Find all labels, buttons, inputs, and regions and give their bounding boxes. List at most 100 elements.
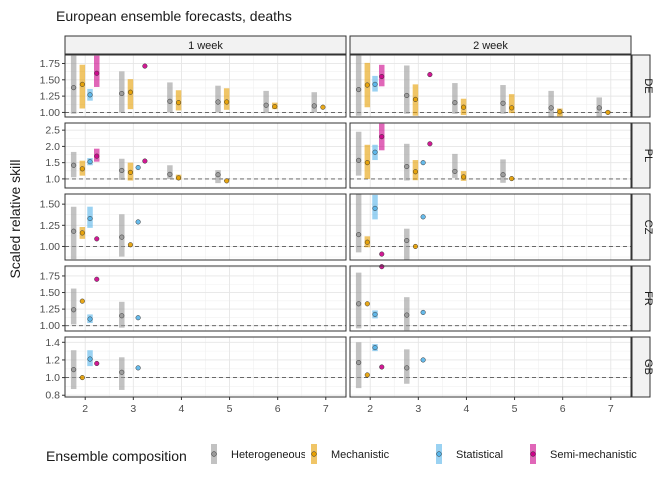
facet-panels: 1 week 2 weekDE1.001.251.501.75PL1.01.52.…: [40, 35, 654, 415]
median-point-heterogeneous: [119, 313, 125, 319]
median-point-heterogeneous: [167, 171, 173, 177]
median-point-heterogeneous: [452, 100, 458, 106]
facet-row-label: FR: [642, 291, 654, 306]
legend: Ensemble composition Heterogeneous Mechan…: [46, 442, 637, 466]
y-tick-label: 1.0: [45, 173, 60, 185]
median-point-heterogeneous: [119, 234, 125, 240]
facet-strip-pl: [631, 122, 651, 189]
y-tick-label: 1.00: [40, 241, 61, 253]
median-point-heterogeneous: [167, 98, 173, 104]
y-tick-label: 1.25: [40, 91, 61, 103]
median-point-mechanistic: [364, 82, 370, 88]
legend-item-heterogeneous: Heterogeneous: [205, 442, 307, 466]
x-tick-label: 6: [560, 403, 566, 415]
facet-strip-label: 1 week: [188, 40, 223, 52]
median-point-statistical: [372, 205, 378, 211]
panel-border: [64, 54, 347, 118]
y-tick-label: 0.8: [45, 390, 60, 402]
panel-gb-2-week: [349, 336, 632, 398]
facet-row-label: PL: [642, 149, 654, 162]
chart-title: European ensemble forecasts, deaths: [56, 8, 292, 24]
facet-strip-gb: [631, 336, 651, 398]
legend-key-point: [436, 451, 442, 457]
median-point-mechanistic: [127, 169, 133, 175]
median-point-heterogeneous: [71, 162, 77, 168]
panel-border: [349, 265, 632, 332]
median-point-semi-mechanistic: [379, 264, 385, 270]
panel-border: [64, 336, 347, 398]
median-point-mechanistic: [605, 109, 611, 115]
y-tick-label: 1.50: [40, 199, 61, 211]
median-point-heterogeneous: [548, 105, 554, 111]
median-point-mechanistic: [79, 375, 85, 381]
y-tick-label: 2.0: [45, 141, 60, 153]
median-point-mechanistic: [364, 301, 370, 307]
legend-item-statistical: Statistical: [430, 442, 503, 466]
facet-strip-label: 2 week: [473, 40, 508, 52]
x-tick-label: 5: [227, 403, 233, 415]
legend-key-point: [311, 451, 317, 457]
legend-title: Ensemble composition: [46, 448, 187, 464]
panel-border: [64, 193, 347, 261]
y-tick-label: 1.4: [45, 337, 60, 349]
median-point-heterogeneous: [500, 100, 506, 106]
x-tick-label: 3: [415, 403, 421, 415]
median-point-heterogeneous: [404, 164, 410, 170]
legend-label: Mechanistic: [331, 449, 390, 461]
median-point-heterogeneous: [119, 167, 125, 173]
y-tick-label: 1.00: [40, 320, 61, 332]
x-tick-label: 2: [367, 403, 373, 415]
median-point-heterogeneous: [263, 102, 269, 108]
panel-fr-2-week: [349, 264, 632, 332]
median-point-heterogeneous: [215, 172, 221, 178]
median-point-statistical: [420, 160, 426, 166]
median-point-statistical: [420, 309, 426, 315]
median-point-semi-mechanistic: [94, 236, 100, 242]
median-point-mechanistic: [176, 100, 182, 106]
median-point-semi-mechanistic: [427, 141, 433, 147]
median-point-heterogeneous: [71, 228, 77, 234]
facet-row-label: CZ: [642, 220, 654, 235]
median-point-statistical: [372, 311, 378, 317]
x-tick-label: 7: [323, 403, 329, 415]
median-point-statistical: [87, 356, 93, 362]
median-point-heterogeneous: [404, 312, 410, 318]
legend-key-point: [211, 451, 217, 457]
median-point-mechanistic: [272, 104, 278, 110]
median-point-heterogeneous: [500, 172, 506, 178]
panel-de-1-week: [64, 54, 347, 118]
facet-strip-fr: [631, 265, 651, 332]
facet-strip-2-week: [349, 35, 632, 55]
median-point-semi-mechanistic: [94, 153, 100, 159]
median-point-mechanistic: [461, 174, 467, 180]
median-point-statistical: [135, 164, 141, 171]
median-point-heterogeneous: [596, 105, 602, 111]
median-point-statistical: [135, 219, 141, 225]
median-point-mechanistic: [364, 239, 370, 245]
median-point-mechanistic: [509, 105, 515, 111]
median-point-mechanistic: [412, 243, 418, 250]
median-point-statistical: [372, 149, 378, 155]
facet-row-label: DE: [642, 78, 654, 93]
median-point-semi-mechanistic: [379, 251, 385, 257]
panel-fr-1-week: [64, 265, 347, 332]
y-tick-label: 2.5: [45, 125, 60, 137]
y-tick-label: 1.50: [40, 74, 61, 86]
panel-pl-2-week: [349, 122, 632, 189]
y-tick-label: 1.2: [45, 354, 60, 366]
x-tick-label: 4: [179, 403, 185, 415]
legend-label: Statistical: [456, 449, 503, 461]
median-point-semi-mechanistic: [427, 72, 433, 78]
median-point-mechanistic: [320, 104, 326, 110]
facet-strip-de: [631, 54, 651, 118]
y-tick-label: 1.25: [40, 220, 61, 232]
panel-cz-2-week: [349, 193, 632, 261]
median-point-mechanistic: [127, 242, 133, 248]
median-point-semi-mechanistic: [94, 276, 100, 282]
median-point-mechanistic: [461, 104, 467, 110]
median-point-statistical: [420, 214, 426, 220]
median-point-statistical: [135, 365, 141, 371]
median-point-heterogeneous: [356, 87, 362, 93]
median-point-semi-mechanistic: [142, 63, 148, 69]
